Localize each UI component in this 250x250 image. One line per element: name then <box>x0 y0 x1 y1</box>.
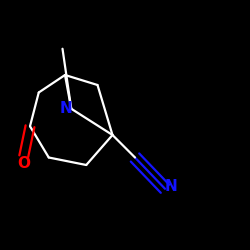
Text: N: N <box>59 101 72 116</box>
Text: O: O <box>17 156 30 171</box>
Text: N: N <box>165 179 177 194</box>
